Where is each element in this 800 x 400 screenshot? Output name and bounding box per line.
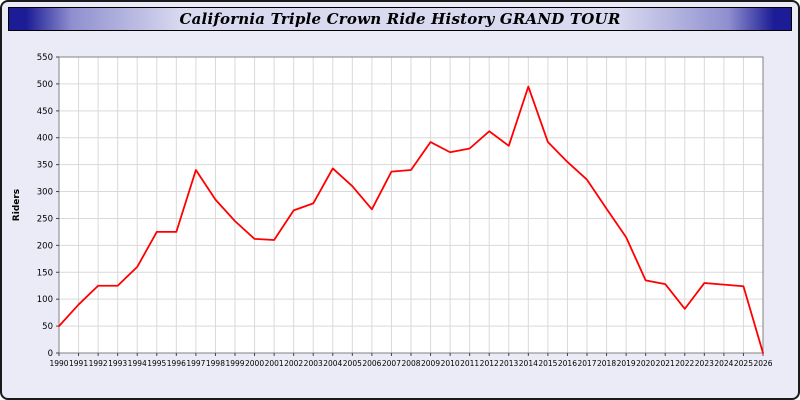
svg-text:2007: 2007 — [382, 359, 401, 368]
svg-text:2021: 2021 — [656, 359, 675, 368]
svg-text:200: 200 — [37, 241, 53, 251]
svg-text:2010: 2010 — [441, 359, 460, 368]
svg-text:2019: 2019 — [617, 359, 636, 368]
svg-text:1993: 1993 — [108, 359, 127, 368]
svg-text:1994: 1994 — [128, 359, 147, 368]
title-bar: California Triple Crown Ride History GRA… — [8, 7, 792, 31]
svg-text:1991: 1991 — [69, 359, 88, 368]
svg-text:2024: 2024 — [714, 359, 733, 368]
svg-text:550: 550 — [37, 53, 53, 63]
svg-text:1997: 1997 — [186, 359, 205, 368]
svg-text:2001: 2001 — [265, 359, 284, 368]
svg-text:2018: 2018 — [597, 359, 616, 368]
svg-text:0: 0 — [48, 349, 53, 359]
svg-text:300: 300 — [37, 188, 53, 198]
svg-text:400: 400 — [37, 134, 53, 144]
svg-text:2012: 2012 — [480, 359, 499, 368]
svg-text:350: 350 — [37, 161, 53, 171]
svg-text:2013: 2013 — [499, 359, 518, 368]
svg-text:250: 250 — [37, 214, 53, 224]
svg-text:2022: 2022 — [675, 359, 694, 368]
svg-text:2014: 2014 — [519, 359, 538, 368]
svg-text:2017: 2017 — [577, 359, 596, 368]
svg-text:2026: 2026 — [753, 359, 772, 368]
svg-text:2005: 2005 — [343, 359, 362, 368]
svg-text:1992: 1992 — [89, 359, 108, 368]
svg-text:2008: 2008 — [401, 359, 420, 368]
svg-text:2000: 2000 — [245, 359, 264, 368]
chart-title: California Triple Crown Ride History GRA… — [179, 10, 621, 28]
svg-text:2011: 2011 — [460, 359, 479, 368]
svg-text:450: 450 — [37, 107, 53, 117]
svg-text:2006: 2006 — [362, 359, 381, 368]
svg-text:50: 50 — [42, 322, 53, 332]
svg-text:1990: 1990 — [49, 359, 68, 368]
svg-text:Riders: Riders — [12, 189, 22, 221]
svg-text:1998: 1998 — [206, 359, 225, 368]
svg-text:2003: 2003 — [304, 359, 323, 368]
svg-text:1995: 1995 — [147, 359, 166, 368]
svg-text:1996: 1996 — [167, 359, 186, 368]
svg-text:2016: 2016 — [558, 359, 577, 368]
svg-text:2025: 2025 — [734, 359, 753, 368]
svg-text:150: 150 — [37, 268, 53, 278]
svg-text:2020: 2020 — [636, 359, 655, 368]
svg-text:500: 500 — [37, 80, 53, 90]
svg-text:2023: 2023 — [695, 359, 714, 368]
svg-text:2009: 2009 — [421, 359, 440, 368]
svg-text:1999: 1999 — [225, 359, 244, 368]
svg-text:100: 100 — [37, 295, 53, 305]
svg-text:2004: 2004 — [323, 359, 342, 368]
svg-text:2002: 2002 — [284, 359, 303, 368]
svg-text:2015: 2015 — [538, 359, 557, 368]
